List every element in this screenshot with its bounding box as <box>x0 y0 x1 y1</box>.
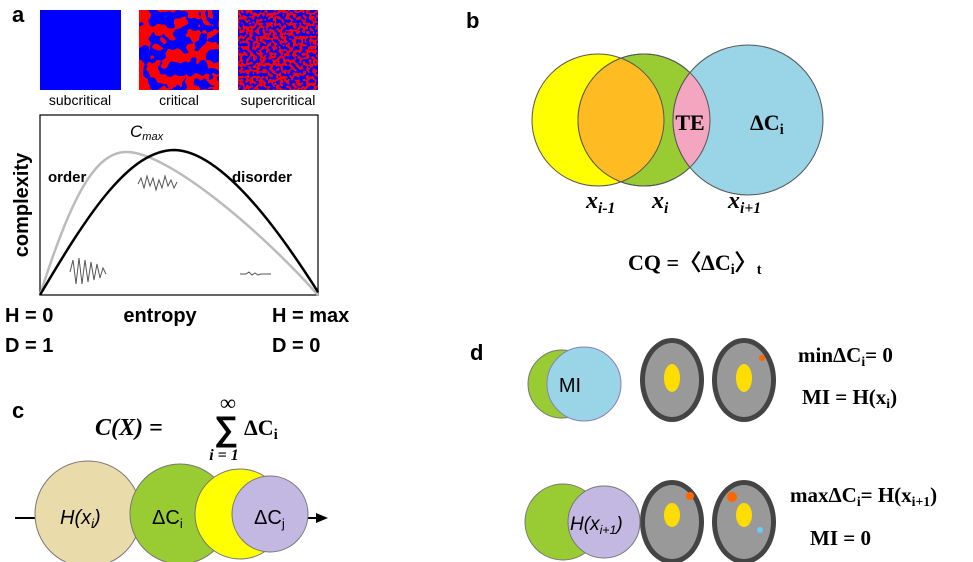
formula-term: ΔCi <box>244 415 278 443</box>
signal-trace <box>240 272 271 275</box>
sum-sign: ∑ <box>214 410 238 448</box>
arrow-head <box>316 513 328 523</box>
region-label: order <box>48 169 87 186</box>
overlap-label: TE <box>675 110 704 135</box>
subscript: t <box>757 262 762 278</box>
text-part: x <box>585 188 598 214</box>
region-label: disorder <box>232 169 292 186</box>
subscript: i+1 <box>912 494 931 509</box>
state-label: critical <box>159 92 199 108</box>
signal-trace <box>70 258 106 284</box>
figure: a subcritical critical supercritical com… <box>0 0 973 562</box>
formula: CQ =〈ΔCi〉t <box>628 250 762 278</box>
text-part: ΔC <box>152 507 180 529</box>
equation: MI = 0 <box>810 526 871 550</box>
axis-end: D = 0 <box>272 335 320 357</box>
venn-label: MI <box>559 375 581 397</box>
subscript: i+1 <box>600 523 617 537</box>
circle-label: ΔCj <box>254 507 285 531</box>
text-part: ) <box>930 483 937 507</box>
text-part: ΔC <box>750 110 780 135</box>
text-part: CQ =〈ΔC <box>628 250 731 275</box>
node-label: xi-1 <box>585 188 615 217</box>
text-part: ) <box>890 385 897 409</box>
text-part: 〉 <box>735 250 757 275</box>
equation: minΔCi= 0 <box>798 343 893 369</box>
subscript: i+1 <box>740 200 761 217</box>
state-label: subcritical <box>49 92 111 108</box>
subscript: i <box>274 427 278 443</box>
text-part: MI = H(x <box>802 385 887 409</box>
equation: MI = H(xi) <box>802 385 897 411</box>
delta-label: ΔCi <box>750 110 784 138</box>
peak-label: Cmax <box>130 122 164 143</box>
text-part: x <box>651 188 664 214</box>
subscript: i <box>780 122 784 138</box>
state-label: supercritical <box>241 92 316 108</box>
equation: maxΔCi= H(xi+1) <box>790 483 937 509</box>
axis-end: H = max <box>272 305 349 327</box>
text-part: ΔC <box>244 415 274 440</box>
circle-label: ΔCi <box>152 507 183 531</box>
text-part: MI = 0 <box>810 526 871 550</box>
node-label: xi <box>651 188 669 217</box>
text-part: maxΔC <box>790 483 857 507</box>
circle-label: H(xi) <box>60 507 101 531</box>
subscript: j <box>281 516 285 531</box>
critical-image <box>139 10 219 90</box>
axis-end: D = 1 <box>5 335 53 357</box>
sum-lower: i = 1 <box>209 447 239 464</box>
text-part: C <box>130 122 143 141</box>
panel-label: a <box>12 2 25 27</box>
subscript: i-1 <box>598 200 615 217</box>
text-part: H(x <box>60 507 92 529</box>
plot-frame <box>40 115 318 295</box>
panel-label: b <box>466 8 479 33</box>
text-part: = 0 <box>865 343 893 367</box>
subcritical-image <box>40 10 121 90</box>
subscript: i <box>180 516 183 531</box>
text-part: minΔC <box>798 343 861 367</box>
panel-label: d <box>470 340 483 365</box>
subscript: i <box>664 200 669 217</box>
text-part: = H(x <box>861 483 913 507</box>
text-part: ) <box>92 507 101 529</box>
axis-end: H = 0 <box>5 305 53 327</box>
text-part: H(x <box>570 514 601 535</box>
y-label: complexity <box>11 152 33 257</box>
text-part: MI <box>559 375 581 397</box>
panel-label: c <box>12 398 24 423</box>
text-part: x <box>727 188 740 214</box>
supercritical-image <box>238 10 318 90</box>
signal-trace <box>138 176 177 190</box>
brain-image <box>640 338 776 562</box>
text-part: ΔC <box>254 507 282 529</box>
x-label: entropy <box>123 305 197 327</box>
sum-upper: ∞ <box>220 390 236 415</box>
text-part: ) <box>614 514 622 535</box>
formula-lhs: C(X) = <box>95 415 163 441</box>
subscript: max <box>142 131 163 143</box>
page: {"a":{"label":"a","states":["subcritical… <box>0 0 973 562</box>
